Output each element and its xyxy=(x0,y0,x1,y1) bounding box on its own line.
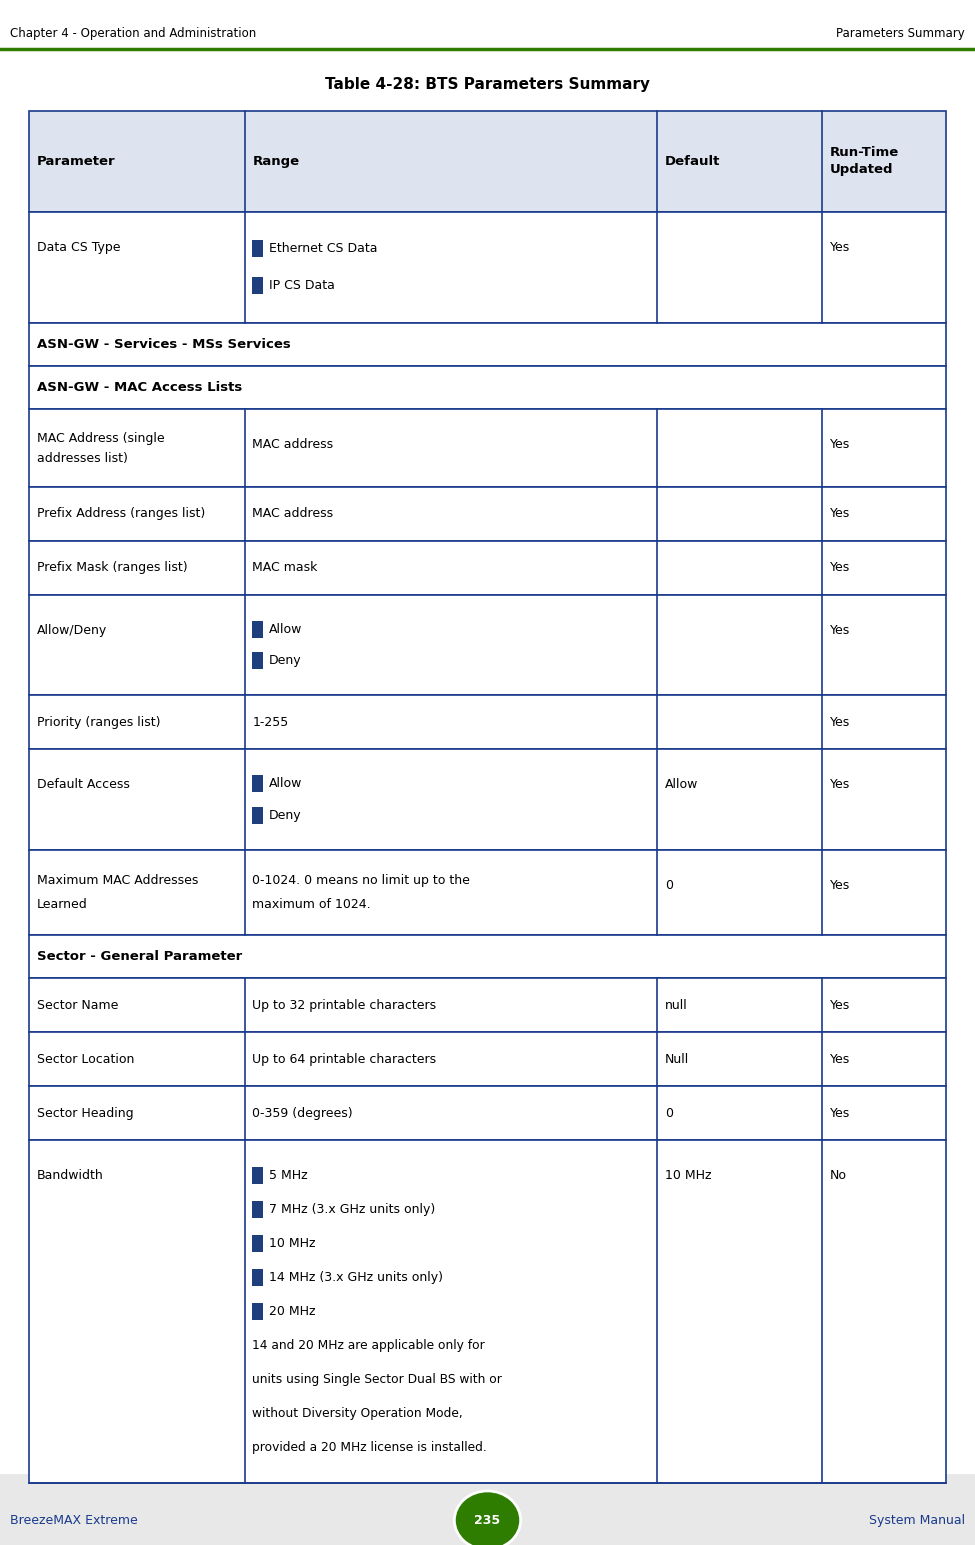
Bar xyxy=(29,978,946,1032)
Text: Allow/Deny: Allow/Deny xyxy=(37,624,107,637)
Text: units using Single Sector Dual BS with or: units using Single Sector Dual BS with o… xyxy=(253,1374,502,1386)
Text: 5 MHz: 5 MHz xyxy=(269,1170,308,1182)
Bar xyxy=(0,1474,975,1545)
Text: MAC address: MAC address xyxy=(253,507,333,521)
Text: Allow: Allow xyxy=(665,779,698,791)
Bar xyxy=(253,652,263,669)
Text: Yes: Yes xyxy=(830,1106,850,1120)
Text: maximum of 1024.: maximum of 1024. xyxy=(253,898,371,910)
Text: Deny: Deny xyxy=(269,655,301,667)
Text: System Manual: System Manual xyxy=(869,1514,965,1526)
Text: Yes: Yes xyxy=(830,779,850,791)
Text: Yes: Yes xyxy=(830,439,850,451)
Bar xyxy=(253,621,263,638)
Bar xyxy=(253,776,263,793)
Text: Yes: Yes xyxy=(830,715,850,729)
Bar xyxy=(253,239,263,256)
Text: Chapter 4 - Operation and Administration: Chapter 4 - Operation and Administration xyxy=(10,28,256,40)
Bar xyxy=(29,541,946,595)
Bar xyxy=(253,806,263,823)
Text: Prefix Address (ranges list): Prefix Address (ranges list) xyxy=(37,507,206,521)
Text: 0: 0 xyxy=(665,1106,673,1120)
Text: Run-Time
Updated: Run-Time Updated xyxy=(830,147,899,176)
Text: ASN-GW - MAC Access Lists: ASN-GW - MAC Access Lists xyxy=(37,382,243,394)
Text: Up to 64 printable characters: Up to 64 printable characters xyxy=(253,1052,437,1066)
Bar xyxy=(29,487,946,541)
Text: 0-359 (degrees): 0-359 (degrees) xyxy=(253,1106,353,1120)
Bar xyxy=(29,366,946,409)
Bar xyxy=(29,935,946,978)
Text: Yes: Yes xyxy=(830,241,850,253)
Text: Range: Range xyxy=(253,154,299,168)
Bar xyxy=(253,1304,263,1321)
Text: 10 MHz: 10 MHz xyxy=(665,1170,712,1182)
Text: addresses list): addresses list) xyxy=(37,451,128,465)
Text: 7 MHz (3.x GHz units only): 7 MHz (3.x GHz units only) xyxy=(269,1204,435,1216)
Text: without Diversity Operation Mode,: without Diversity Operation Mode, xyxy=(253,1407,463,1420)
Text: provided a 20 MHz license is installed.: provided a 20 MHz license is installed. xyxy=(253,1441,488,1454)
Bar xyxy=(29,695,946,749)
Text: 20 MHz: 20 MHz xyxy=(269,1306,316,1318)
Text: Parameters Summary: Parameters Summary xyxy=(837,28,965,40)
Text: Priority (ranges list): Priority (ranges list) xyxy=(37,715,161,729)
Text: Maximum MAC Addresses: Maximum MAC Addresses xyxy=(37,874,199,887)
Text: 0: 0 xyxy=(665,879,673,891)
Bar xyxy=(29,1140,946,1483)
Text: Yes: Yes xyxy=(830,1052,850,1066)
Text: IP CS Data: IP CS Data xyxy=(269,280,334,292)
Text: MAC address: MAC address xyxy=(253,439,333,451)
Bar xyxy=(29,850,946,935)
Text: MAC mask: MAC mask xyxy=(253,561,318,575)
Text: Up to 32 printable characters: Up to 32 printable characters xyxy=(253,998,437,1012)
Text: Default: Default xyxy=(665,154,721,168)
Text: Deny: Deny xyxy=(269,810,301,822)
Text: Allow: Allow xyxy=(269,777,302,789)
Text: Yes: Yes xyxy=(830,998,850,1012)
Text: BreezeMAX Extreme: BreezeMAX Extreme xyxy=(10,1514,137,1526)
Text: Bandwidth: Bandwidth xyxy=(37,1170,103,1182)
Bar xyxy=(29,409,946,487)
Text: MAC Address (single: MAC Address (single xyxy=(37,431,165,445)
Text: 14 MHz (3.x GHz units only): 14 MHz (3.x GHz units only) xyxy=(269,1272,443,1284)
Text: Default Access: Default Access xyxy=(37,779,130,791)
Bar xyxy=(253,1202,263,1219)
Bar xyxy=(29,595,946,695)
Bar xyxy=(29,212,946,323)
Text: Table 4-28: BTS Parameters Summary: Table 4-28: BTS Parameters Summary xyxy=(325,77,650,93)
Bar xyxy=(29,1032,946,1086)
Text: 235: 235 xyxy=(475,1514,500,1526)
Text: Allow: Allow xyxy=(269,623,302,635)
Bar xyxy=(29,323,946,366)
Text: 0-1024. 0 means no limit up to the: 0-1024. 0 means no limit up to the xyxy=(253,874,470,887)
Text: Learned: Learned xyxy=(37,898,88,910)
Text: Parameter: Parameter xyxy=(37,154,116,168)
Text: 1-255: 1-255 xyxy=(253,715,289,729)
Text: Sector Heading: Sector Heading xyxy=(37,1106,134,1120)
Text: Sector Location: Sector Location xyxy=(37,1052,135,1066)
Bar xyxy=(29,111,946,212)
Bar xyxy=(29,1086,946,1140)
Text: Null: Null xyxy=(665,1052,689,1066)
Text: Yes: Yes xyxy=(830,879,850,891)
Bar xyxy=(253,1168,263,1185)
Ellipse shape xyxy=(454,1491,521,1545)
Text: 10 MHz: 10 MHz xyxy=(269,1238,316,1250)
Bar xyxy=(253,1270,263,1287)
Text: 14 and 20 MHz are applicable only for: 14 and 20 MHz are applicable only for xyxy=(253,1340,486,1352)
Text: Data CS Type: Data CS Type xyxy=(37,241,121,253)
Text: Prefix Mask (ranges list): Prefix Mask (ranges list) xyxy=(37,561,187,575)
Text: Yes: Yes xyxy=(830,561,850,575)
Text: null: null xyxy=(665,998,687,1012)
Text: Yes: Yes xyxy=(830,624,850,637)
Text: No: No xyxy=(830,1170,847,1182)
Text: Ethernet CS Data: Ethernet CS Data xyxy=(269,243,377,255)
Text: ASN-GW - Services - MSs Services: ASN-GW - Services - MSs Services xyxy=(37,338,291,351)
Text: Sector - General Parameter: Sector - General Parameter xyxy=(37,950,243,963)
Text: Yes: Yes xyxy=(830,507,850,521)
Text: Sector Name: Sector Name xyxy=(37,998,118,1012)
Bar xyxy=(29,749,946,850)
Bar xyxy=(253,277,263,294)
Bar xyxy=(253,1236,263,1253)
